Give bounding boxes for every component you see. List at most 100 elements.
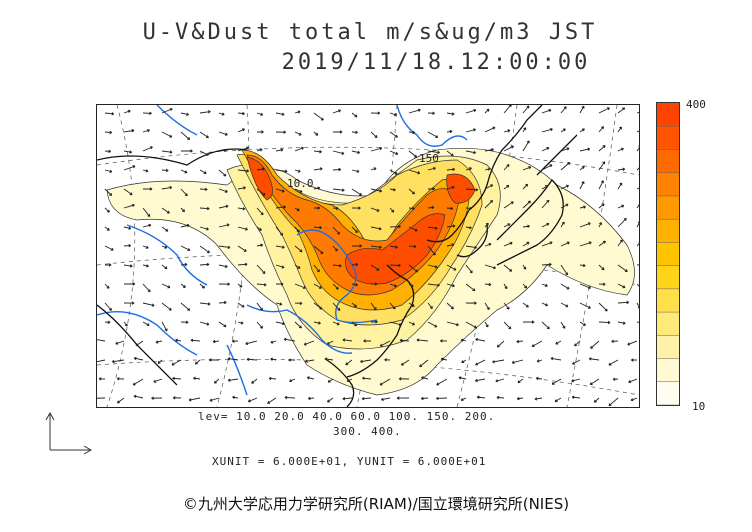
wind-arrow (123, 129, 135, 133)
wind-arrow (180, 169, 188, 174)
wind-arrow (396, 396, 410, 400)
wind-arrow (541, 127, 553, 133)
wind-arrow (631, 358, 638, 362)
wind-arrow (379, 378, 391, 386)
wind-arrow (617, 217, 627, 228)
wind-arrow (370, 207, 380, 212)
wind-arrow (484, 167, 491, 171)
wind-arrow (180, 188, 188, 197)
wind-arrow (237, 207, 246, 211)
wind-arrow (237, 226, 248, 231)
wind-arrow (541, 199, 550, 209)
wind-arrow (209, 397, 220, 402)
wind-arrow (503, 105, 512, 114)
wind-arrow (142, 302, 155, 307)
wind-arrow (104, 283, 110, 289)
wind-arrow (408, 150, 418, 158)
wind-arrow (294, 110, 301, 114)
wind-arrow (465, 167, 472, 171)
wind-arrow (142, 111, 152, 115)
wind-arrow (617, 107, 626, 114)
wind-arrow (332, 245, 338, 252)
wind-arrow (97, 397, 106, 399)
wind-arrow (370, 146, 383, 152)
wind-arrow (560, 161, 571, 171)
wind-arrow (408, 302, 415, 307)
wind-arrow (636, 241, 639, 247)
wind-arrow (199, 131, 209, 139)
wind-arrow (180, 112, 189, 116)
wind-arrow (541, 222, 550, 228)
wind-arrow (161, 185, 173, 190)
wind-arrow (294, 321, 302, 329)
wind-arrow (593, 397, 600, 403)
wind-arrow (560, 283, 570, 290)
wind-arrow (123, 282, 136, 286)
wind-arrow (360, 359, 372, 364)
wind-arrow (342, 396, 353, 401)
wind-arrow (123, 301, 135, 305)
wind-arrow (617, 283, 626, 289)
wind-arrow (516, 339, 524, 344)
wind-arrow (636, 264, 639, 266)
wind-arrow (572, 359, 581, 365)
wind-arrow (617, 239, 623, 247)
wind-arrow (246, 357, 258, 362)
wind-arrow (389, 263, 401, 268)
wind-arrow (98, 377, 106, 381)
wind-arrow (503, 241, 513, 247)
wind-arrow (465, 188, 479, 192)
wind-arrow (199, 321, 210, 326)
colorbar (656, 102, 680, 406)
wind-arrow (151, 396, 163, 400)
wind-arrow (227, 378, 239, 382)
wind-arrow (346, 378, 353, 382)
wind-arrow (579, 241, 592, 247)
wind-arrow (218, 223, 230, 228)
wind-arrow (104, 207, 110, 213)
wind-arrow (446, 167, 455, 172)
wind-arrow (267, 397, 277, 404)
wind-arrow (313, 206, 321, 210)
wind-arrow (332, 206, 339, 210)
wind-arrow (313, 264, 320, 273)
colorbar-swatch (657, 288, 679, 313)
wind-arrow (598, 320, 611, 325)
colorbar-swatch (657, 172, 679, 197)
wind-arrow (351, 321, 358, 327)
wind-arrow (571, 378, 581, 383)
wind-arrow (237, 283, 243, 288)
wind-arrow (172, 396, 182, 400)
wind-arrow (541, 146, 550, 152)
wind-arrow (617, 264, 628, 273)
wind-arrow (313, 150, 322, 154)
wind-arrow (484, 282, 492, 287)
wind-arrow (389, 283, 397, 288)
wind-arrow (484, 302, 490, 311)
wind-arrow (199, 169, 207, 175)
wind-arrow (579, 205, 586, 209)
wind-arrow (294, 146, 304, 152)
wind-arrow (199, 187, 208, 192)
wind-arrow (484, 242, 492, 247)
wind-arrow (389, 188, 396, 192)
wind-arrow (484, 321, 489, 328)
wind-arrow (427, 111, 435, 115)
wind-arrow (313, 321, 321, 325)
wind-arrow (199, 302, 211, 306)
wind-arrow (389, 131, 398, 138)
wind-arrow (142, 321, 150, 326)
wind-arrow (531, 340, 543, 348)
wind-arrow (111, 359, 125, 364)
wind-arrow (256, 243, 264, 247)
wind-arrow (579, 147, 591, 152)
wind-arrow (218, 188, 228, 193)
wind-arrow (332, 188, 345, 192)
wind-arrow (560, 147, 570, 152)
wind-arrow (97, 359, 106, 363)
wind-arrow (598, 282, 606, 286)
wind-arrow (142, 169, 149, 173)
wind-arrow (270, 340, 277, 344)
wind-arrow (427, 302, 433, 309)
wind-arrow (465, 226, 472, 230)
